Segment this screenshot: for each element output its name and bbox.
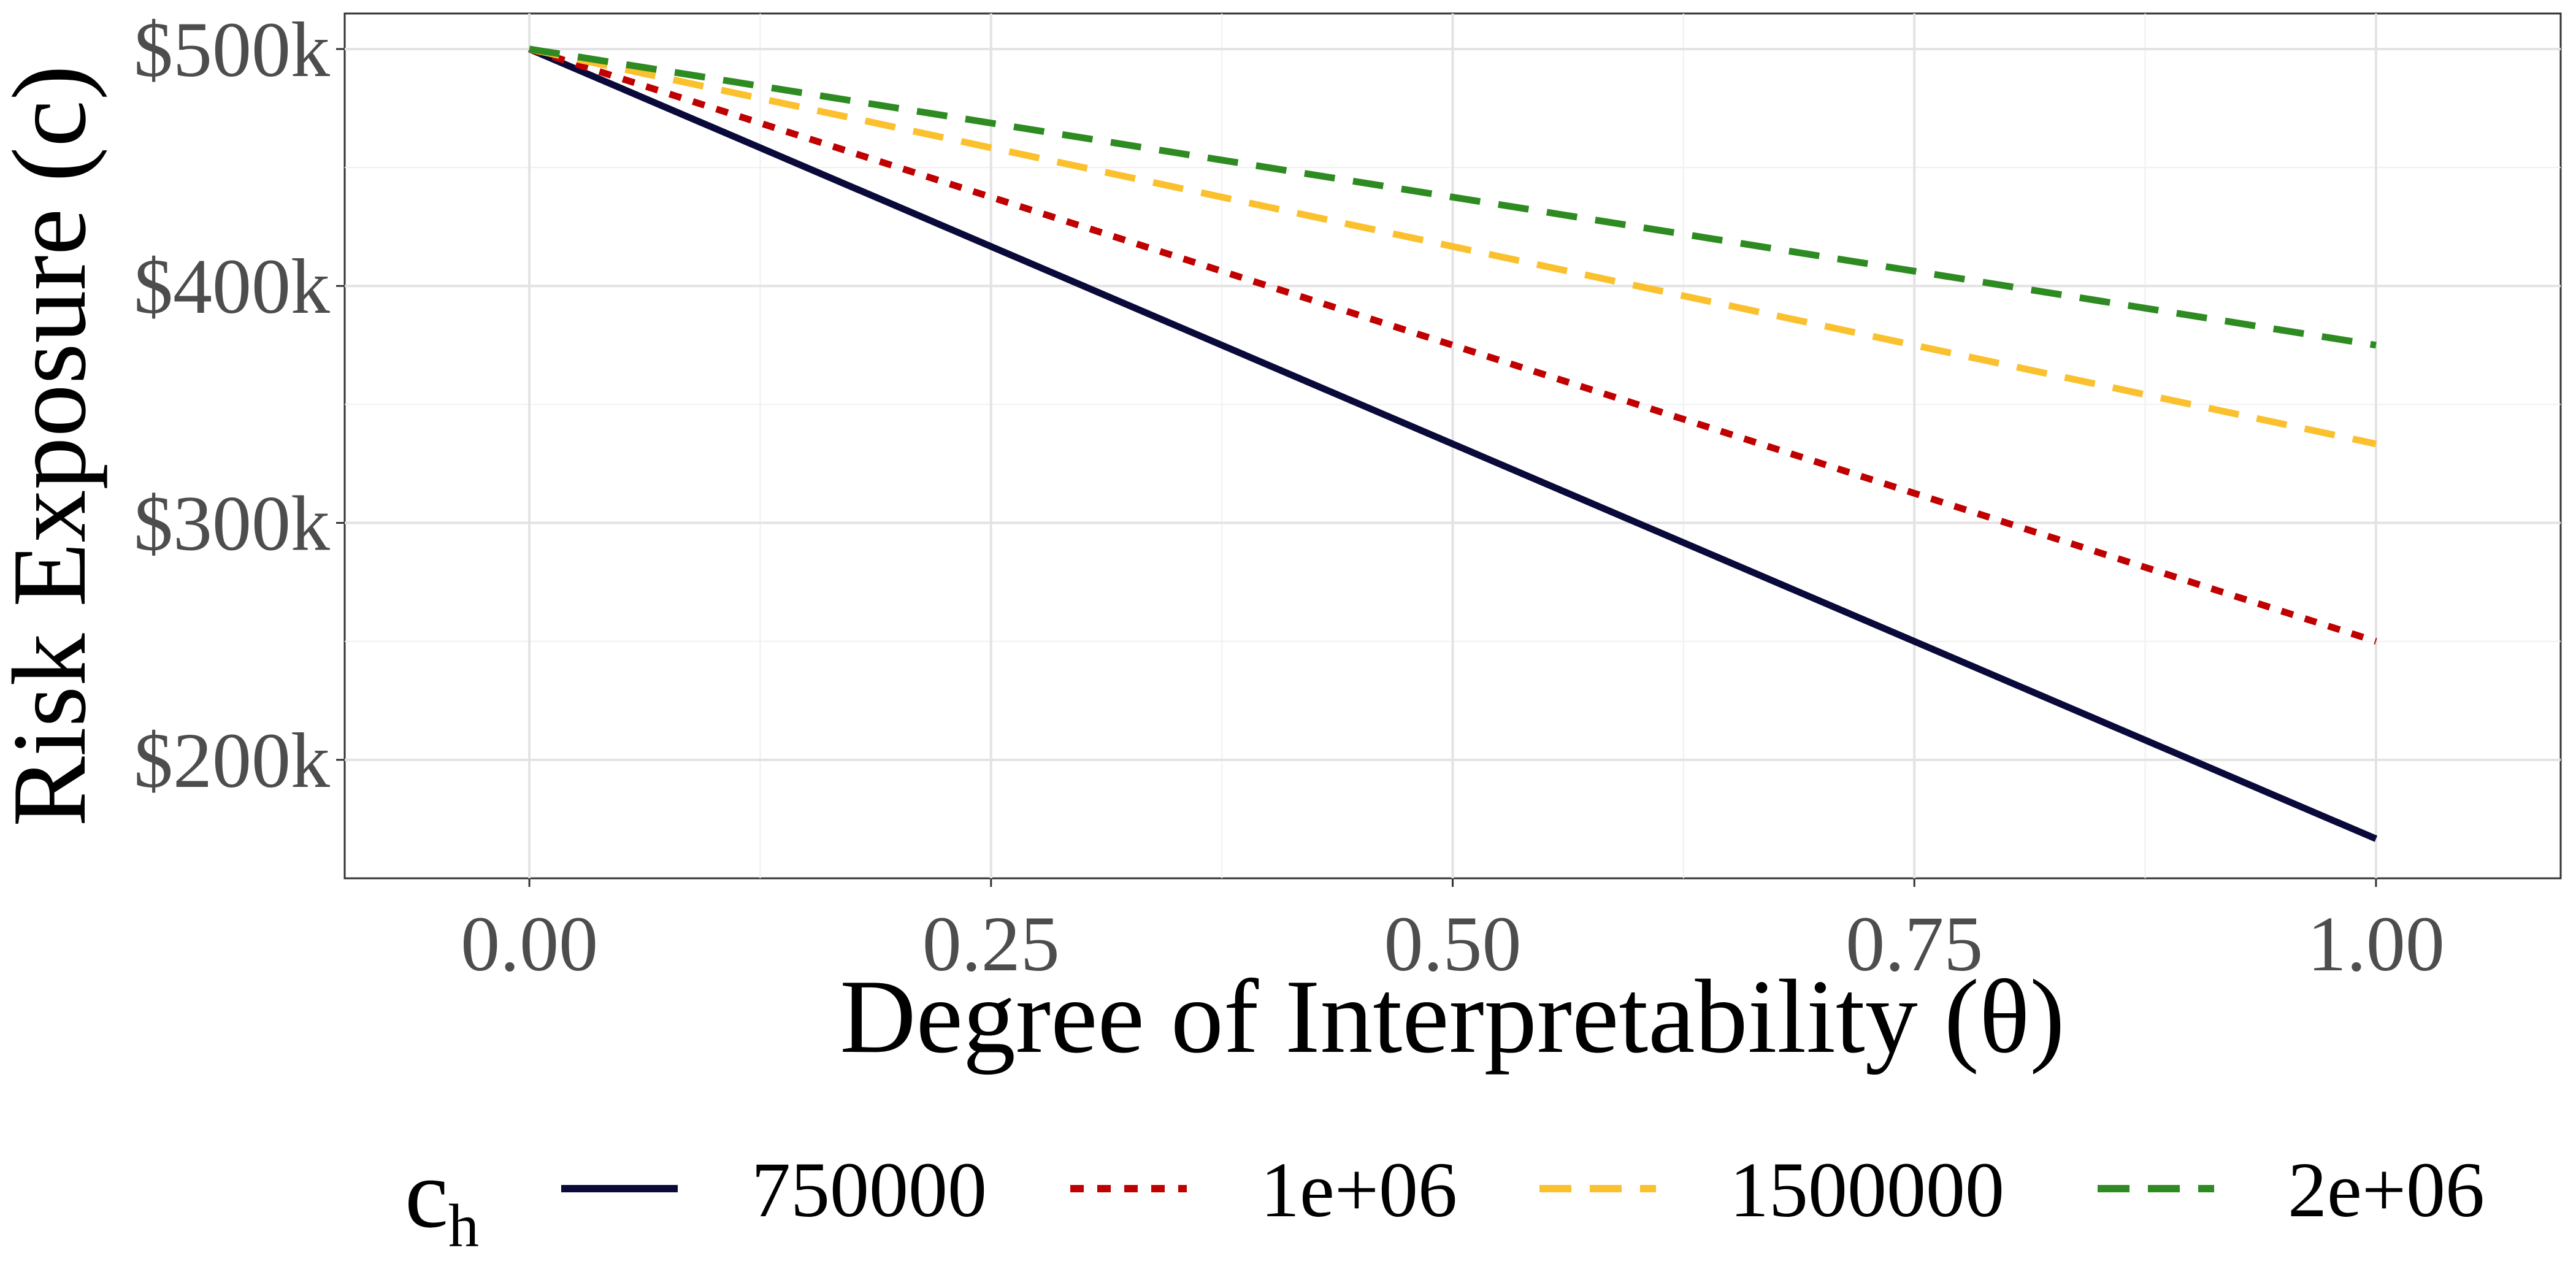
y-tick-label: $200k [134,717,330,804]
y-axis: $200k $300k $400k $500k [134,6,345,804]
legend-title-subscript: h [448,1192,479,1260]
series-line-750000 [527,45,2378,842]
x-tick-label: 0.25 [922,900,1060,987]
legend-label-1e+06: 1e+06 [1260,1146,1457,1233]
x-tick-label: 0.75 [1846,900,1983,987]
x-axis: 0.00 0.25 0.50 0.75 1.00 [461,878,2445,987]
legend-label-750000: 750000 [751,1146,987,1233]
series-line-1500000 [528,45,2377,448]
legend-label-1500000: 1500000 [1730,1146,2004,1233]
y-axis-title: Risk Exposure (c) [0,65,108,827]
y-tick-label: $400k [134,243,330,330]
legend-items: 750000 1e+06 1500000 2e+06 [561,1146,2485,1233]
x-tick-label: 0.00 [461,900,598,987]
x-tick-label: 1.00 [2307,900,2445,987]
legend-title: ch [405,1139,479,1260]
y-tick-label: $300k [134,480,330,567]
series-line-2e+06 [529,45,2377,349]
legend-title-main: c [405,1139,448,1248]
series-layer [527,45,2378,842]
x-axis-title: Degree of Interpretability (θ) [840,959,2064,1075]
legend: ch 750000 1e+06 1500000 2e+06 [405,1139,2485,1260]
series-line-1e+06 [528,45,2377,645]
x-tick-label: 0.50 [1384,900,1522,987]
legend-label-2e+06: 2e+06 [2288,1146,2485,1233]
y-tick-label: $500k [134,6,330,93]
